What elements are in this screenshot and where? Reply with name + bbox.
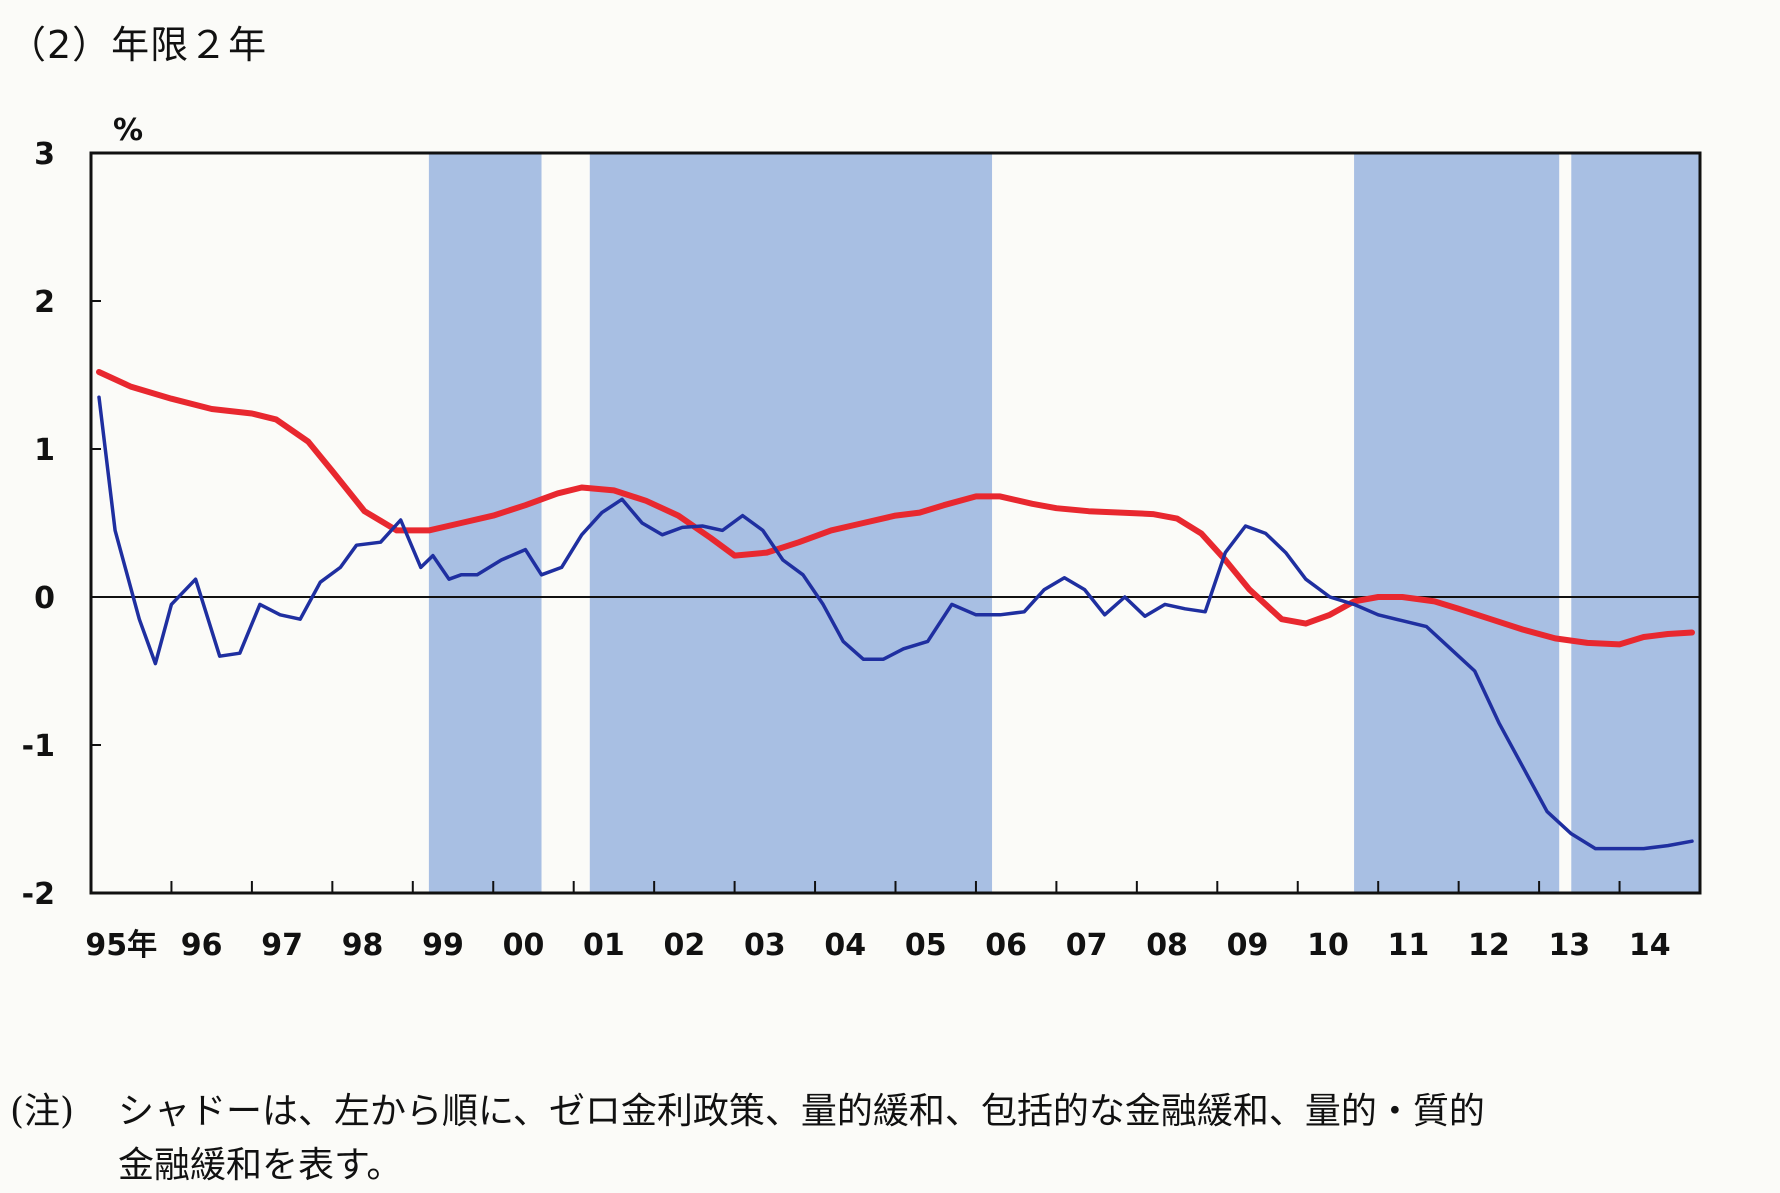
x-tick-label: 03 (744, 928, 786, 963)
x-tick-label: 95年 (85, 928, 157, 963)
x-tick-label: 07 (1066, 928, 1108, 963)
blue-series-line (97, 395, 1694, 851)
x-tick-label: 99 (422, 928, 464, 963)
y-unit-label: % (113, 113, 143, 148)
x-tick-label: 01 (583, 928, 625, 963)
shaded-periods (428, 153, 1700, 893)
x-tick-label: 97 (261, 928, 303, 963)
shade-period-2 (589, 153, 993, 893)
x-tick-label: 10 (1307, 928, 1349, 963)
shade-period-1 (428, 153, 542, 893)
y-tick-label: 1 (34, 433, 55, 468)
y-tick-label: 0 (34, 581, 55, 616)
x-tick-label: 13 (1548, 928, 1590, 963)
x-tick-label: 96 (181, 928, 223, 963)
chart-section-title: （2）年限２年 (8, 23, 268, 67)
series-lines (96, 369, 1695, 851)
y-axis: 3 2 1 0 -1 -2 (22, 137, 101, 912)
x-tick-label: 04 (824, 928, 866, 963)
x-tick-label: 08 (1146, 928, 1188, 963)
x-tick-label: 11 (1388, 928, 1430, 963)
footnote-label: (注) (10, 1091, 75, 1132)
footnote-line-2: 金融緩和を表す。 (118, 1145, 403, 1186)
shade-period-3 (1354, 153, 1560, 893)
x-tick-label: 14 (1629, 928, 1671, 963)
x-tick-label: 12 (1468, 928, 1510, 963)
x-tick-label: 05 (905, 928, 947, 963)
y-tick-label: 2 (34, 285, 55, 320)
shade-period-4 (1571, 153, 1700, 893)
x-tick-label: 09 (1227, 928, 1269, 963)
footnote: (注) シャドーは、左から順に、ゼロ金利政策、量的緩和、包括的な金融緩和、量的・質… (10, 1085, 1750, 1193)
x-tick-label: 00 (503, 928, 545, 963)
x-tick-label: 98 (342, 928, 384, 963)
y-tick-label: -2 (22, 877, 55, 912)
red-series-line (96, 369, 1695, 648)
y-tick-label: -1 (22, 729, 55, 764)
x-tick-label: 06 (985, 928, 1027, 963)
x-axis: 95年 96 97 98 99 00 01 02 03 04 05 06 07 08 09 10 11 12 13 1… (85, 881, 1671, 963)
y-tick-label: 3 (34, 137, 55, 172)
footnote-line-1: シャドーは、左から順に、ゼロ金利政策、量的緩和、包括的な金融緩和、量的・質的 (118, 1091, 1485, 1132)
x-tick-label: 02 (664, 928, 706, 963)
